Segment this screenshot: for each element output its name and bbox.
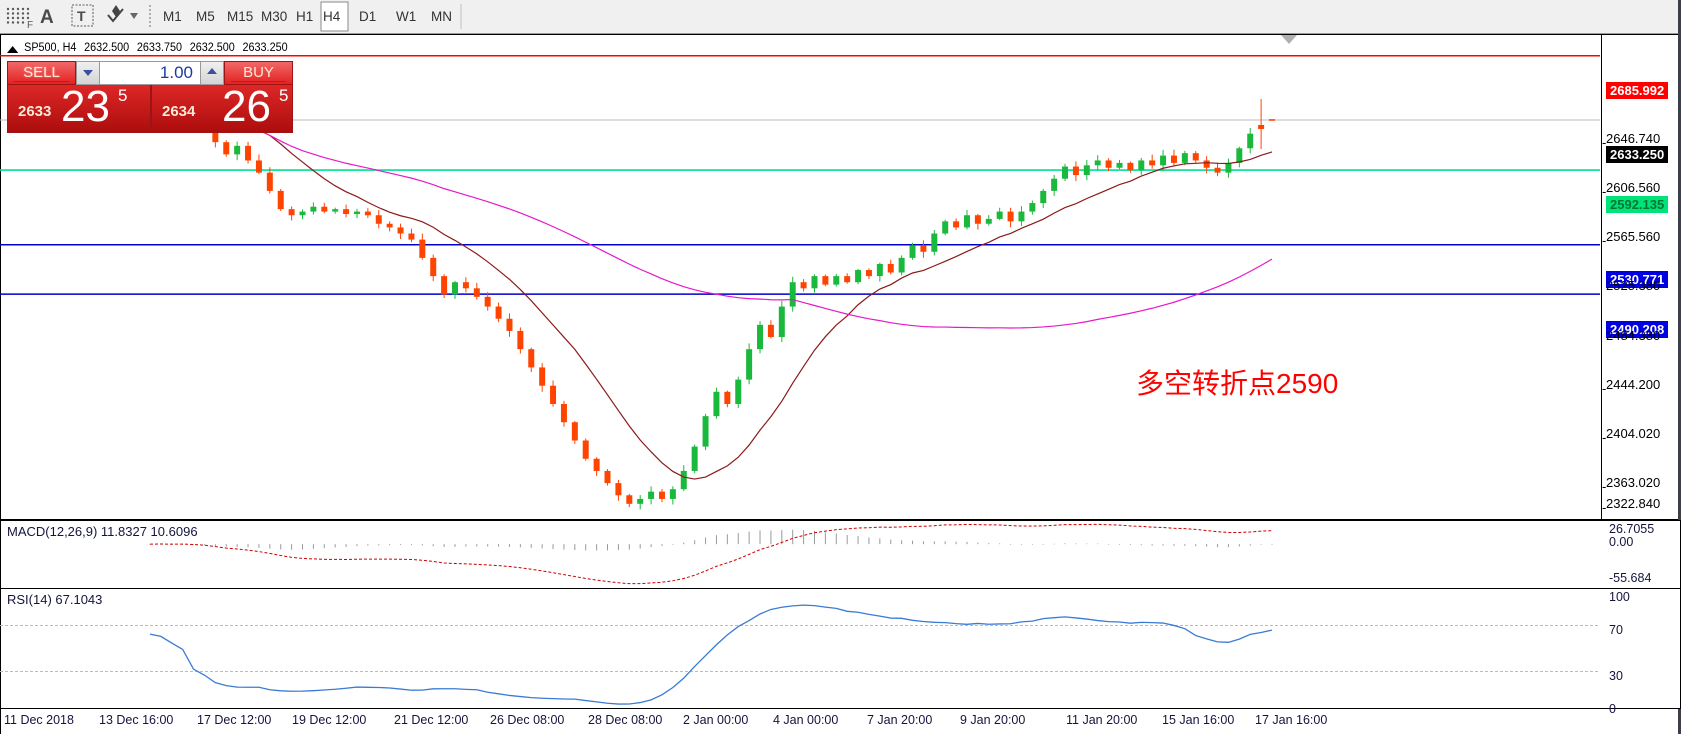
svg-text:W1: W1	[396, 9, 416, 24]
svg-text:F: F	[27, 20, 33, 31]
svg-text:M30: M30	[261, 9, 287, 24]
svg-text:D1: D1	[359, 9, 376, 24]
svg-text:M5: M5	[196, 9, 215, 24]
svg-text:T: T	[77, 8, 86, 24]
svg-text:M1: M1	[163, 9, 182, 24]
svg-text:M15: M15	[227, 9, 253, 24]
svg-text:H1: H1	[296, 9, 313, 24]
svg-text:A: A	[40, 7, 54, 28]
svg-text:MN: MN	[431, 9, 452, 24]
svg-text:H4: H4	[323, 9, 341, 24]
